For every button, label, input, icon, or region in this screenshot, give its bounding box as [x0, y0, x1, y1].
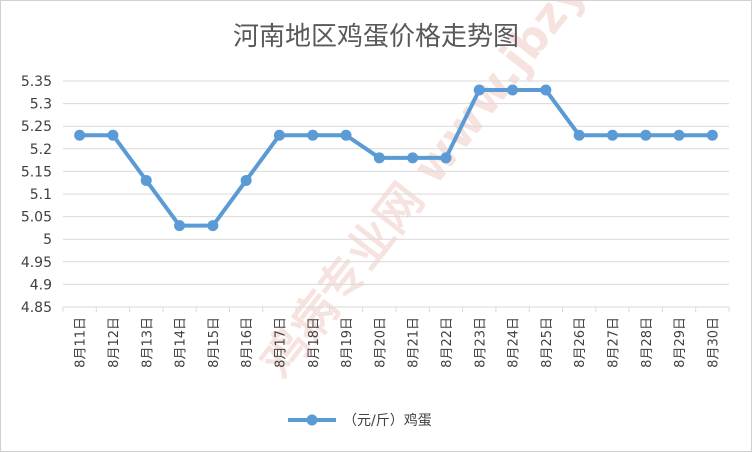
- x-tick-label: 8月13日: [140, 317, 155, 368]
- x-tick-label: 8月19日: [340, 317, 355, 368]
- data-point: [240, 174, 252, 186]
- data-point: [573, 129, 585, 141]
- x-tick-label: 8月28日: [640, 317, 655, 368]
- data-point: [540, 84, 552, 96]
- x-tick-label: 8月25日: [540, 317, 555, 368]
- data-point: [440, 152, 452, 164]
- x-tick-label: 8月29日: [673, 317, 688, 368]
- y-tick-label: 5.25: [21, 119, 52, 135]
- x-axis-ticks: 8月11日 8月12日 8月13日 8月14日 8月15日 8月16日 8月17日 8月18日…: [62, 307, 730, 368]
- y-tick-label: 4.95: [21, 255, 52, 271]
- data-point: [507, 84, 519, 96]
- data-point: [373, 152, 385, 164]
- data-point: [307, 129, 319, 141]
- data-point: [140, 174, 152, 186]
- data-point: [273, 129, 285, 141]
- y-tick-label: 5.2: [30, 142, 52, 158]
- legend-marker: [306, 414, 318, 426]
- x-tick-label: 8月16日: [240, 317, 255, 368]
- y-tick-label: 5.1: [30, 187, 52, 203]
- x-tick-label: 8月30日: [706, 317, 721, 368]
- chart-title: 河南地区鸡蛋价格走势图: [233, 22, 519, 52]
- x-tick-label: 8月12日: [107, 317, 122, 368]
- gridlines: [63, 80, 729, 308]
- x-tick-label: 8月14日: [174, 317, 189, 368]
- x-tick-label: 8月26日: [573, 317, 588, 368]
- y-axis-ticks: 4.85 4.9 4.95 5 5.05 5.1 5.15 5.2 5.25 5.3 5.35: [21, 74, 52, 316]
- y-tick-label: 4.9: [30, 277, 52, 293]
- y-tick-label: 4.85: [21, 300, 52, 316]
- y-tick-label: 5.05: [21, 210, 52, 226]
- x-tick-label: 8月27日: [606, 317, 621, 368]
- x-tick-label: 8月11日: [74, 317, 89, 368]
- data-point: [673, 129, 685, 141]
- series-layer: [74, 84, 718, 232]
- data-point: [640, 129, 652, 141]
- data-point: [606, 129, 618, 141]
- x-tick-label: 8月18日: [307, 317, 322, 368]
- legend-label: （元/斤）鸡蛋: [343, 412, 432, 429]
- data-point: [107, 129, 119, 141]
- x-tick-label: 8月15日: [207, 317, 222, 368]
- data-point: [407, 152, 419, 164]
- x-tick-label: 8月21日: [407, 317, 422, 368]
- y-tick-label: 5.3: [30, 97, 52, 113]
- y-tick-label: 5: [43, 232, 52, 248]
- x-tick-label: 8月23日: [473, 317, 488, 368]
- y-tick-label: 5.35: [21, 74, 52, 90]
- data-point: [174, 220, 186, 232]
- x-tick-label: 8月24日: [507, 317, 522, 368]
- data-point: [473, 84, 485, 96]
- y-tick-label: 5.15: [21, 164, 52, 180]
- x-tick-label: 8月17日: [273, 317, 288, 368]
- data-point: [706, 129, 718, 141]
- data-point: [74, 129, 86, 141]
- x-tick-label: 8月22日: [440, 317, 455, 368]
- legend: （元/斤）鸡蛋: [288, 412, 432, 429]
- series-line: [79, 88, 713, 228]
- data-point: [340, 129, 352, 141]
- x-tick-label: 8月20日: [373, 317, 388, 368]
- data-point: [207, 220, 219, 232]
